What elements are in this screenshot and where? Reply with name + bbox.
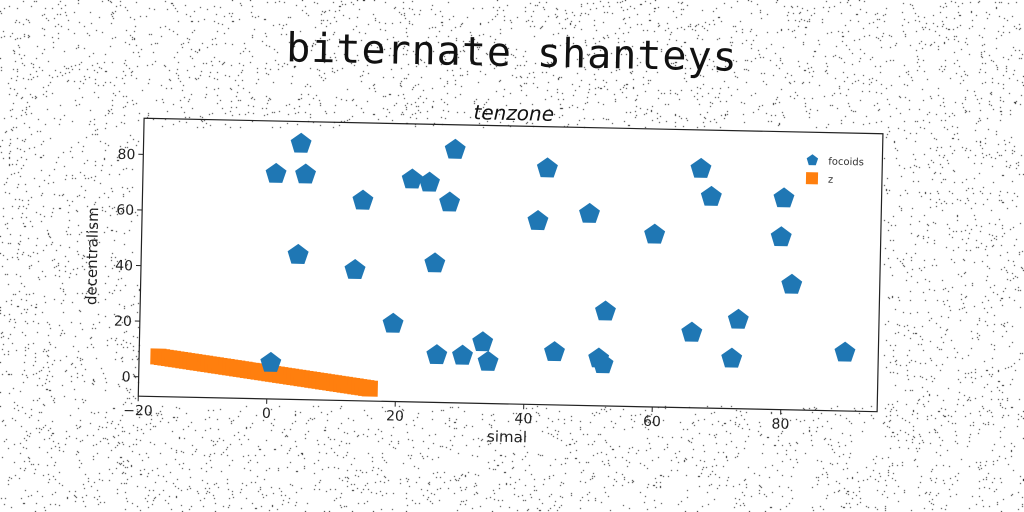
- focoids-marker: [681, 321, 703, 342]
- legend-z-marker: [805, 172, 819, 185]
- x-tick-label: −20: [123, 403, 153, 420]
- focoids-marker: [770, 226, 792, 247]
- focoids-marker: [452, 344, 473, 365]
- x-tick-label: 0: [262, 406, 271, 422]
- legend-label-z: z: [828, 175, 833, 186]
- focoids-marker: [439, 191, 461, 212]
- focoids-marker: [401, 168, 423, 189]
- focoids-marker: [773, 187, 795, 208]
- focoids-marker: [424, 252, 446, 273]
- x-tick-label: 40: [514, 411, 532, 427]
- y-tick-label: 60: [116, 202, 134, 218]
- focoids-marker: [721, 347, 743, 368]
- focoids-marker: [472, 331, 494, 352]
- focoids-marker: [265, 162, 287, 183]
- focoids-marker: [418, 171, 440, 192]
- legend: focoids z: [805, 154, 864, 186]
- focoids-marker: [260, 351, 282, 372]
- focoids-marker: [690, 157, 712, 178]
- focoids-marker: [382, 312, 404, 333]
- focoids-marker: [426, 344, 448, 365]
- focoids-marker: [290, 132, 312, 153]
- focoids-marker: [295, 163, 317, 184]
- focoids-marker: [544, 341, 565, 362]
- plot-frame: [137, 117, 884, 413]
- x-axis-label: simal: [487, 428, 527, 447]
- focoids-marker: [700, 185, 722, 206]
- z-marker: [361, 380, 378, 397]
- focoids-marker: [592, 353, 614, 374]
- y-axis-label: decentralism: [82, 207, 102, 305]
- legend-focoids-marker: [806, 154, 819, 166]
- x-tick-label: 20: [386, 408, 404, 424]
- focoids-marker: [444, 138, 466, 159]
- chart-title: tenzone: [473, 100, 554, 126]
- focoids-marker: [287, 243, 309, 264]
- y-tick-label: 20: [114, 314, 132, 330]
- focoids-marker: [344, 259, 366, 280]
- y-tick-label: 80: [117, 147, 135, 163]
- focoids-marker: [644, 223, 666, 244]
- focoids-marker: [352, 189, 374, 210]
- focoids-marker: [527, 210, 549, 231]
- x-tick-label: 80: [771, 416, 789, 432]
- focoids-marker: [595, 300, 616, 321]
- legend-label-focoids: focoids: [828, 157, 864, 169]
- focoids-marker: [536, 157, 558, 178]
- focoids-marker: [477, 350, 499, 371]
- focoids-marker: [727, 308, 749, 329]
- y-tick-label: 40: [115, 258, 133, 274]
- focoids-marker: [781, 273, 803, 294]
- y-tick-label: 0: [122, 369, 131, 385]
- focoids-marker: [834, 341, 856, 362]
- x-tick-label: 60: [643, 414, 661, 430]
- focoids-marker: [579, 202, 600, 223]
